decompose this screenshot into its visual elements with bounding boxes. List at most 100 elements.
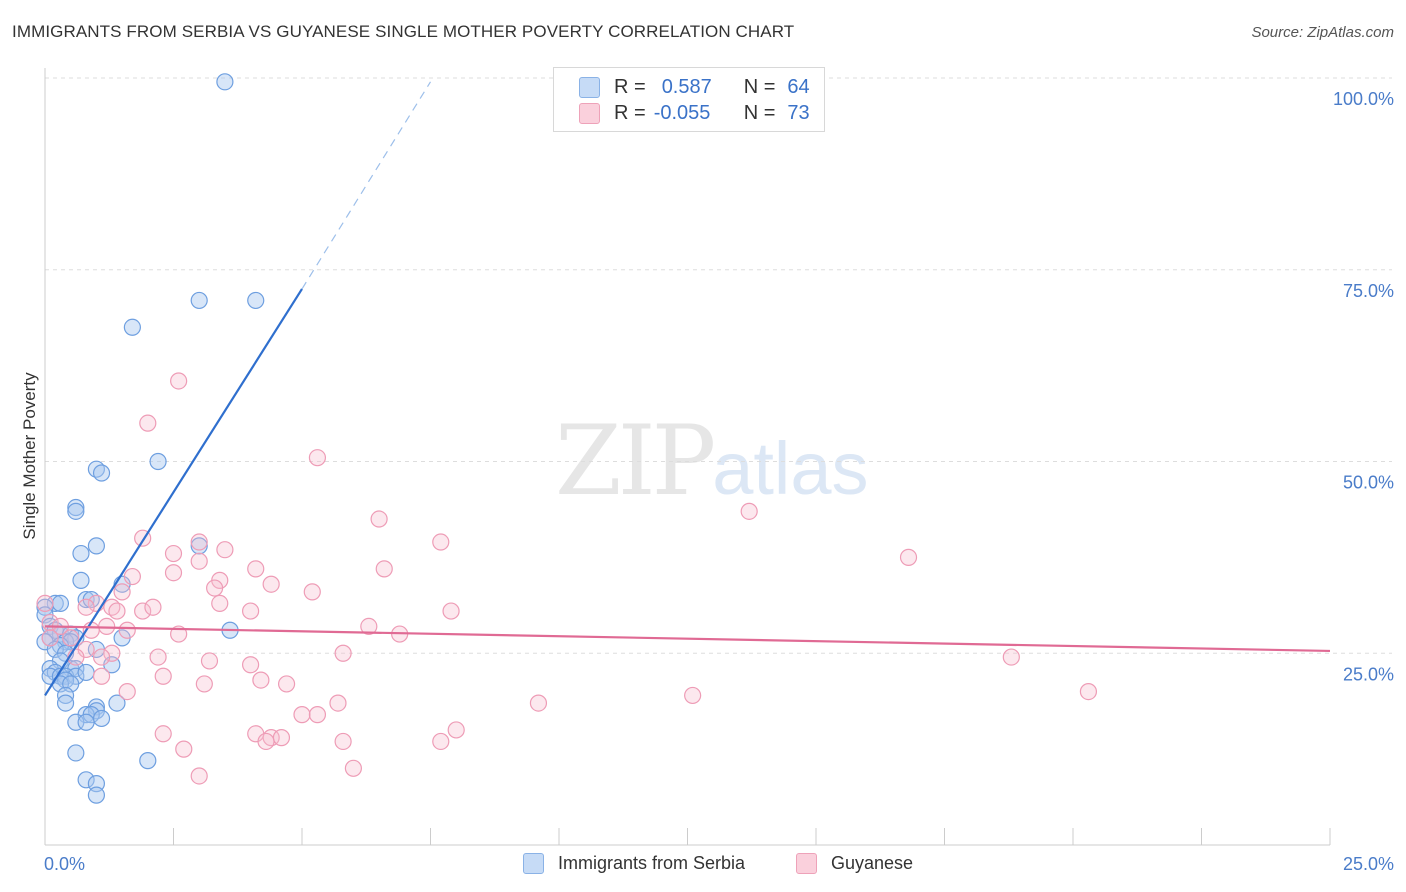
tick-labels: 25.0% 50.0% 75.0% 100.0% 0.0% 25.0% Single Mot… xyxy=(20,89,1394,874)
point-guyanese xyxy=(242,602,260,620)
point-guyanese xyxy=(36,594,54,612)
point-guyanese xyxy=(370,510,388,528)
point-guyanese xyxy=(139,414,157,432)
series-legend: Immigrants from Serbia Guyanese xyxy=(0,851,1406,877)
grid-lines xyxy=(45,77,1392,654)
point-serbia xyxy=(149,452,167,471)
point-guyanese xyxy=(190,533,208,551)
point-guyanese xyxy=(92,648,111,666)
point-guyanese xyxy=(293,706,311,724)
point-guyanese xyxy=(118,621,136,639)
legend-n-value-guyanese: 73 xyxy=(787,101,810,124)
legend-row-guyanese: R = -0.055 N = 73 xyxy=(579,102,810,124)
point-guyanese xyxy=(375,560,393,578)
point-guyanese xyxy=(447,721,465,739)
point-guyanese xyxy=(200,652,219,670)
point-guyanese xyxy=(154,667,172,685)
point-serbia xyxy=(51,594,70,612)
point-guyanese xyxy=(432,732,450,751)
point-guyanese xyxy=(170,372,188,390)
point-guyanese xyxy=(175,740,193,758)
point-guyanese xyxy=(123,567,141,586)
point-guyanese xyxy=(1079,682,1098,701)
point-serbia xyxy=(67,498,85,517)
legend-swatch-guyanese xyxy=(579,102,600,124)
axes xyxy=(44,68,1331,846)
source-credit: Source: ZipAtlas.com xyxy=(1251,24,1394,41)
legend-swatch-serbia xyxy=(579,76,600,98)
point-guyanese xyxy=(247,560,265,578)
point-guyanese xyxy=(77,598,95,616)
point-guyanese xyxy=(242,656,260,674)
point-serbia xyxy=(87,786,106,804)
point-guyanese xyxy=(272,729,291,747)
point-guyanese xyxy=(899,548,918,566)
x-tick-label: 0.0% xyxy=(44,854,85,874)
legend-label-serbia: Immigrants from Serbia xyxy=(558,853,746,873)
y-tick-label: 100.0% xyxy=(1333,89,1394,109)
chart-title: IMMIGRANTS FROM SERBIA VS GUYANESE SINGL… xyxy=(12,22,795,41)
point-serbia xyxy=(67,744,85,762)
point-serbia xyxy=(72,544,90,563)
legend-r-value-guyanese: -0.055 xyxy=(653,101,711,124)
point-guyanese xyxy=(252,671,270,689)
point-serbia xyxy=(216,73,234,91)
point-guyanese xyxy=(334,732,352,751)
point-guyanese xyxy=(92,667,111,685)
legend-n-value-serbia: 64 xyxy=(787,75,810,98)
point-serbia xyxy=(190,291,208,310)
point-serbia xyxy=(77,771,95,789)
legend-r-label: R = xyxy=(614,101,646,124)
point-guyanese xyxy=(108,602,126,620)
point-guyanese xyxy=(144,598,162,616)
y-tick-label: 50.0% xyxy=(1343,473,1394,493)
point-serbia xyxy=(67,502,85,520)
y-axis-label: Single Mother Poverty xyxy=(20,372,39,540)
legend-r-label: R = xyxy=(614,75,646,98)
point-guyanese xyxy=(277,675,296,693)
x-tick-label: 25.0% xyxy=(1343,854,1394,874)
legend-r-value-serbia: 0.587 xyxy=(661,75,712,98)
point-guyanese xyxy=(432,533,450,551)
y-tick-label: 75.0% xyxy=(1343,281,1394,301)
point-guyanese xyxy=(344,759,362,777)
trend-line-serbia-extension xyxy=(301,81,432,290)
legend-n-label: N = xyxy=(743,75,776,98)
point-guyanese xyxy=(190,767,208,785)
point-guyanese xyxy=(149,648,167,666)
legend-label-guyanese: Guyanese xyxy=(831,853,914,873)
point-guyanese xyxy=(1002,648,1020,666)
point-guyanese xyxy=(154,725,172,743)
legend-n-label: N = xyxy=(743,101,776,124)
point-serbia xyxy=(77,663,95,682)
point-guyanese xyxy=(216,541,234,559)
point-guyanese xyxy=(308,706,327,724)
point-serbia xyxy=(190,537,208,555)
point-guyanese xyxy=(41,629,59,647)
point-guyanese xyxy=(360,617,378,636)
data-points xyxy=(36,73,1098,804)
point-serbia xyxy=(56,694,75,712)
trend-lines xyxy=(44,81,1331,697)
point-guyanese xyxy=(195,675,213,693)
point-serbia xyxy=(247,291,265,310)
point-serbia xyxy=(92,464,111,482)
point-guyanese xyxy=(257,732,275,751)
point-guyanese xyxy=(329,694,347,712)
legend-row-serbia: R = 0.587 N = 64 xyxy=(579,76,810,98)
point-guyanese xyxy=(134,602,152,620)
point-serbia xyxy=(92,709,111,728)
point-serbia xyxy=(139,752,157,770)
point-serbia xyxy=(108,694,126,712)
point-guyanese xyxy=(334,644,352,662)
point-guyanese xyxy=(103,644,121,662)
watermark-atlas: atlas xyxy=(712,427,869,510)
trend-line-guyanese xyxy=(44,625,1331,653)
correlation-legend: R = 0.587 N = 64 R = -0.055 N = 73 xyxy=(553,67,825,132)
point-guyanese xyxy=(262,575,280,593)
point-guyanese xyxy=(684,686,702,705)
legend-swatch-guyanese xyxy=(796,853,817,874)
legend-item-serbia[interactable]: Immigrants from Serbia xyxy=(523,853,745,874)
legend-item-guyanese[interactable]: Guyanese xyxy=(796,853,913,874)
